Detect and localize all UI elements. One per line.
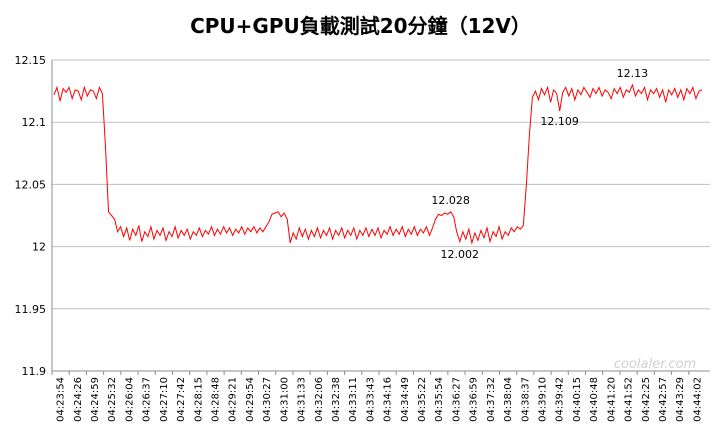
x-tick-labels: 04:23:54 04:24:26 04:24:59 04:25:32 04:26:04… xyxy=(56,377,704,422)
x-tick-label: 04:40:15 xyxy=(572,377,583,422)
data-label: 12.002 xyxy=(441,248,480,261)
data-labels: 12.028 12.002 12.109 12.13 xyxy=(431,67,648,261)
x-tick-label: 04:31:00 xyxy=(279,377,290,422)
chart-title: CPU+GPU負載測試20分鐘（12V） xyxy=(190,14,531,38)
watermark: coolaler.com xyxy=(614,357,696,372)
y-tick-label: 12 xyxy=(32,241,46,254)
x-tick-label: 04:32:06 xyxy=(314,377,325,422)
x-tick-label: 04:28:15 xyxy=(193,377,204,422)
x-tick-label: 04:28:48 xyxy=(211,377,222,422)
x-tick-label: 04:26:04 xyxy=(124,377,135,422)
y-tick-labels: 12.15 12.1 12.05 12 11.95 11.9 xyxy=(15,54,47,378)
x-tick-label: 04:43:29 xyxy=(675,377,686,422)
x-tick-label: 04:27:42 xyxy=(176,377,187,422)
y-tick-label: 11.9 xyxy=(22,365,47,378)
x-tick-label: 04:34:49 xyxy=(400,377,411,422)
x-tick-label: 04:41:20 xyxy=(606,377,617,422)
x-tick-label: 04:29:54 xyxy=(245,377,256,422)
x-tick-label: 04:33:11 xyxy=(348,377,359,422)
axes xyxy=(51,60,710,375)
x-tick-label: 04:39:10 xyxy=(538,377,549,422)
x-tick-label: 04:33:43 xyxy=(365,377,376,422)
x-tick-label: 04:29:21 xyxy=(228,377,239,422)
x-tick-label: 04:36:27 xyxy=(451,377,462,422)
x-tick-label: 04:34:16 xyxy=(383,377,394,422)
x-tick-label: 04:44:02 xyxy=(692,377,703,422)
data-label: 12.13 xyxy=(617,67,649,80)
x-tick-label: 04:31:33 xyxy=(297,377,308,422)
y-tick-label: 12.15 xyxy=(15,54,47,67)
x-tick-label: 04:38:04 xyxy=(503,377,514,422)
x-tick-label: 04:27:10 xyxy=(159,377,170,422)
x-tick-label: 04:36:59 xyxy=(469,377,480,422)
x-tick-label: 04:42:57 xyxy=(658,377,669,422)
series-line xyxy=(53,83,703,245)
x-tick-label: 04:24:26 xyxy=(73,377,84,422)
data-label: 12.028 xyxy=(431,194,470,207)
x-tick-label: 04:25:32 xyxy=(107,377,118,422)
grid-lines xyxy=(52,59,710,372)
x-tick-label: 04:30:27 xyxy=(262,377,273,422)
x-tick-label: 04:32:38 xyxy=(331,377,342,422)
x-tick-label: 04:26:37 xyxy=(142,377,153,422)
x-tick-label: 04:35:54 xyxy=(434,377,445,422)
x-tick-label: 04:37:32 xyxy=(486,377,497,422)
x-tick-label: 04:24:59 xyxy=(90,377,101,422)
x-tick-label: 04:35:22 xyxy=(417,377,428,422)
series-lines xyxy=(53,83,703,245)
data-label: 12.109 xyxy=(540,115,579,128)
x-tick-label: 04:40:48 xyxy=(589,377,600,422)
x-tick-label: 04:42:25 xyxy=(641,377,652,422)
x-tick-label: 04:41:52 xyxy=(624,377,635,422)
watermark-text: coolaler.com xyxy=(614,357,696,372)
x-tick-label: 04:39:42 xyxy=(555,377,566,422)
x-tick-label: 04:23:54 xyxy=(56,377,67,422)
y-tick-label: 12.05 xyxy=(15,178,47,191)
y-tick-label: 12.1 xyxy=(22,116,47,129)
y-tick-label: 11.95 xyxy=(15,303,47,316)
x-tick-label: 04:38:37 xyxy=(520,377,531,422)
